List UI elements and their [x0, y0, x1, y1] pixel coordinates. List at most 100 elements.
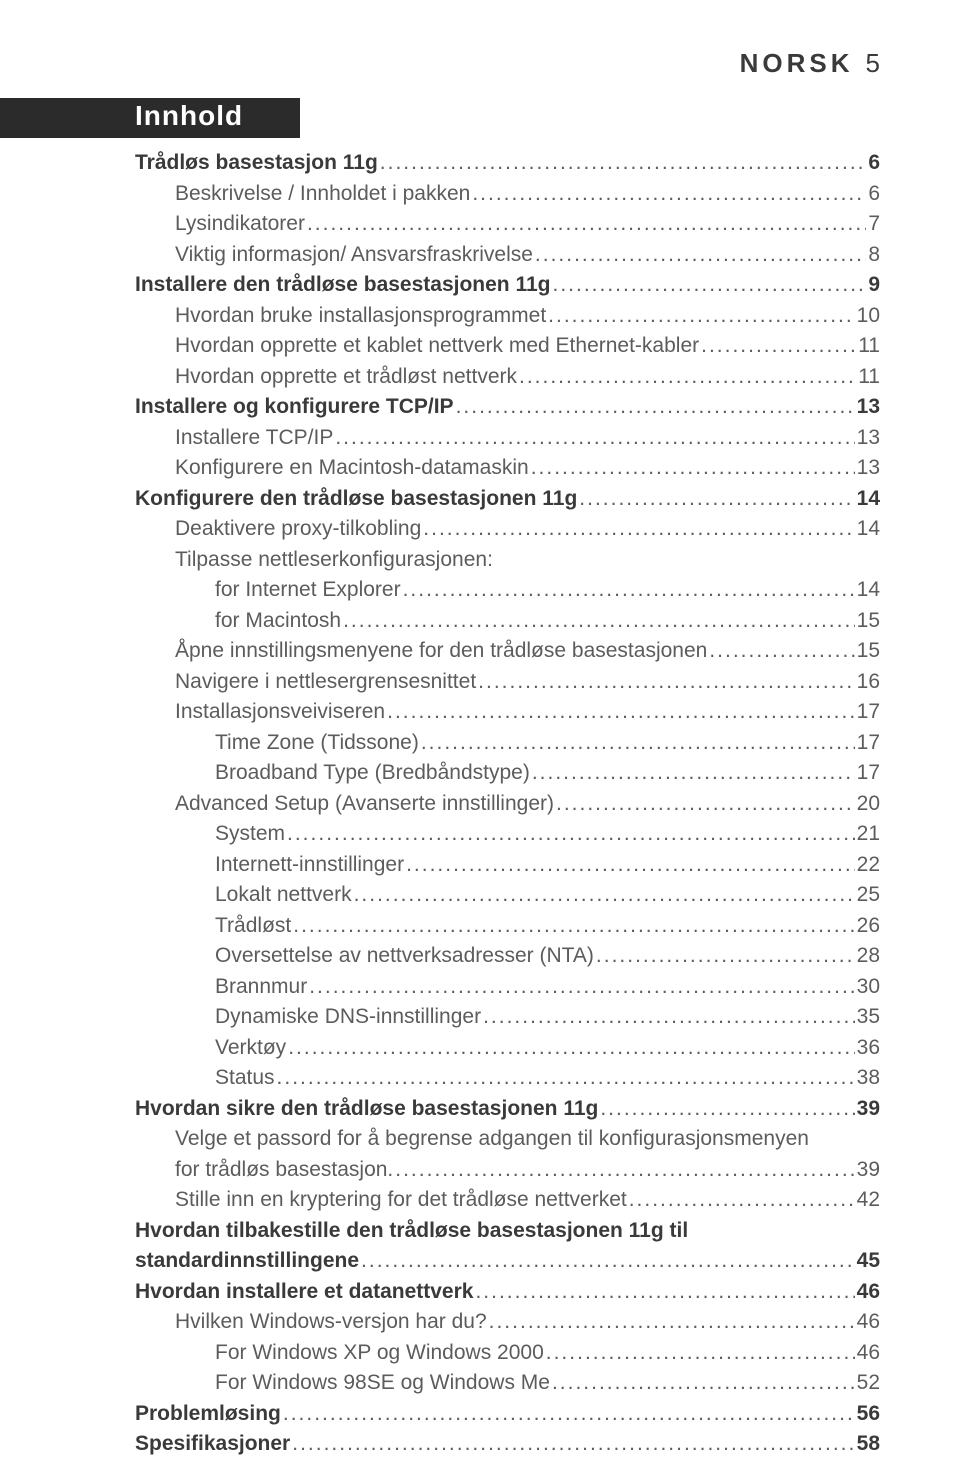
toc-entry-label: Time Zone (Tidssone) [215, 728, 419, 759]
toc-leader-dots [335, 423, 854, 454]
toc-leader-dots [489, 1307, 855, 1338]
toc-entry-label: Installere TCP/IP [175, 423, 333, 454]
toc-leader-dots [307, 209, 866, 240]
toc-entry-label: Konfigurere en Macintosh-datamaskin [175, 453, 529, 484]
toc-entry: Oversettelse av nettverksadresser (NTA)2… [135, 941, 880, 972]
toc-leader-dots [288, 1033, 854, 1064]
toc-leader-dots [546, 1338, 855, 1369]
toc-entry-label: Lokalt nettverk [215, 880, 352, 911]
toc-entry-page: 15 [857, 606, 880, 637]
toc-entry-label: For Windows 98SE og Windows Me [215, 1368, 550, 1399]
toc-entry-label: Brannmur [215, 972, 307, 1003]
toc-entry-page: 25 [857, 880, 880, 911]
toc-entry: Problemløsing56 [135, 1399, 880, 1430]
toc-leader-dots [456, 392, 855, 423]
toc-leader-dots [531, 453, 855, 484]
toc-entry: Spesifikasjoner58 [135, 1429, 880, 1460]
toc-entry: Broadband Type (Bredbåndstype)17 [135, 758, 880, 789]
toc-entry-page: 42 [857, 1185, 880, 1216]
toc-entry-label: Hvordan installere et datanettverk [135, 1277, 473, 1308]
toc-leader-dots [535, 240, 866, 271]
toc-entry-label: Installere og konfigurere TCP/IP [135, 392, 454, 423]
toc-entry-label: Hvordan tilbakestille den trådløse bases… [135, 1216, 688, 1247]
toc-leader-dots [701, 331, 856, 362]
toc-leader-dots [478, 667, 854, 698]
toc-leader-dots [709, 636, 854, 667]
toc-entry-page: 46 [857, 1277, 880, 1308]
toc-leader-dots [423, 514, 854, 545]
toc-entry-page: 45 [857, 1246, 880, 1277]
toc-entry-page: 39 [857, 1094, 880, 1125]
toc-entry: Lokalt nettverk 25 [135, 880, 880, 911]
toc-entry-label: Trådløs basestasjon 11g [135, 148, 378, 179]
toc-entry-page: 10 [857, 301, 880, 332]
toc-entry: for trådløs basestasjon.39 [135, 1155, 880, 1186]
toc-entry: Advanced Setup (Avanserte innstillinger)… [135, 789, 880, 820]
toc-entry-label: Dynamiske DNS-innstillinger [215, 1002, 481, 1033]
toc-leader-dots [354, 880, 855, 911]
toc-entry: Dynamiske DNS-innstillinger35 [135, 1002, 880, 1033]
toc-entry: Installere og konfigurere TCP/IP 13 [135, 392, 880, 423]
toc-entry: Konfigurere en Macintosh-datamaskin13 [135, 453, 880, 484]
header-page-number: 5 [866, 48, 880, 78]
table-of-contents: Trådløs basestasjon 11g6Beskrivelse / In… [135, 148, 880, 1460]
toc-entry-label: Internett-innstillinger [215, 850, 404, 881]
toc-leader-dots [421, 728, 855, 759]
toc-leader-dots [395, 1155, 854, 1186]
toc-entry-page: 16 [857, 667, 880, 698]
toc-entry-page: 14 [857, 484, 880, 515]
toc-entry-page: 11 [858, 362, 880, 393]
toc-entry-page: 46 [857, 1307, 880, 1338]
toc-entry: Time Zone (Tidssone) 17 [135, 728, 880, 759]
toc-entry-page: 28 [857, 941, 880, 972]
toc-entry: Hvordan opprette et kablet nettverk med … [135, 331, 880, 362]
toc-entry-page: 15 [857, 636, 880, 667]
toc-entry-label: Lysindikatorer [175, 209, 305, 240]
toc-entry-label: System [215, 819, 285, 850]
header-language: NORSK [740, 48, 854, 78]
toc-entry: Internett-innstillinger22 [135, 850, 880, 881]
toc-entry: Konfigurere den trådløse basestasjonen 1… [135, 484, 880, 515]
toc-entry-page: 36 [857, 1033, 880, 1064]
toc-entry-page: 58 [857, 1429, 880, 1460]
toc-entry: for Macintosh15 [135, 606, 880, 637]
toc-leader-dots [403, 575, 855, 606]
toc-entry: System 21 [135, 819, 880, 850]
toc-leader-dots [475, 1277, 854, 1308]
toc-entry-page: 6 [868, 148, 880, 179]
toc-leader-dots [406, 850, 855, 881]
toc-entry: Hvordan tilbakestille den trådløse bases… [135, 1216, 880, 1247]
toc-leader-dots [532, 758, 855, 789]
toc-leader-dots [283, 1399, 855, 1430]
toc-entry-label: Advanced Setup (Avanserte innstillinger) [175, 789, 554, 820]
toc-leader-dots [483, 1002, 855, 1033]
toc-leader-dots [287, 819, 855, 850]
toc-entry-page: 9 [868, 270, 880, 301]
toc-entry-page: 20 [857, 789, 880, 820]
toc-entry-page: 30 [857, 972, 880, 1003]
toc-leader-dots [596, 941, 855, 972]
toc-entry: Hvordan installere et datanettverk 46 [135, 1277, 880, 1308]
toc-entry: Lysindikatorer 7 [135, 209, 880, 240]
toc-entry-page: 17 [857, 728, 880, 759]
toc-entry: Deaktivere proxy-tilkobling14 [135, 514, 880, 545]
toc-entry-label: Tilpasse nettleserkonfigurasjonen: [175, 545, 493, 576]
toc-entry: Installasjonsveiviseren17 [135, 697, 880, 728]
toc-entry: Åpne innstillingsmenyene for den trådløs… [135, 636, 880, 667]
toc-leader-dots [519, 362, 856, 393]
toc-entry: Viktig informasjon/ Ansvarsfraskrivelse8 [135, 240, 880, 271]
toc-entry-label: Hvordan opprette et kablet nettverk med … [175, 331, 699, 362]
toc-entry-label: Installasjonsveiviseren [175, 697, 385, 728]
toc-entry-page: 14 [857, 575, 880, 606]
toc-entry-page: 7 [868, 209, 880, 240]
toc-entry-page: 21 [857, 819, 880, 850]
toc-entry-page: 56 [857, 1399, 880, 1430]
toc-entry-label: Broadband Type (Bredbåndstype) [215, 758, 530, 789]
page-header: NORSK 5 [740, 48, 880, 79]
toc-entry: Hvordan sikre den trådløse basestasjonen… [135, 1094, 880, 1125]
toc-entry: Hvordan opprette et trådløst nettverk11 [135, 362, 880, 393]
toc-entry: Hvordan bruke installasjonsprogrammet10 [135, 301, 880, 332]
toc-leader-dots [380, 148, 867, 179]
toc-entry-page: 14 [857, 514, 880, 545]
toc-entry-page: 13 [857, 392, 880, 423]
